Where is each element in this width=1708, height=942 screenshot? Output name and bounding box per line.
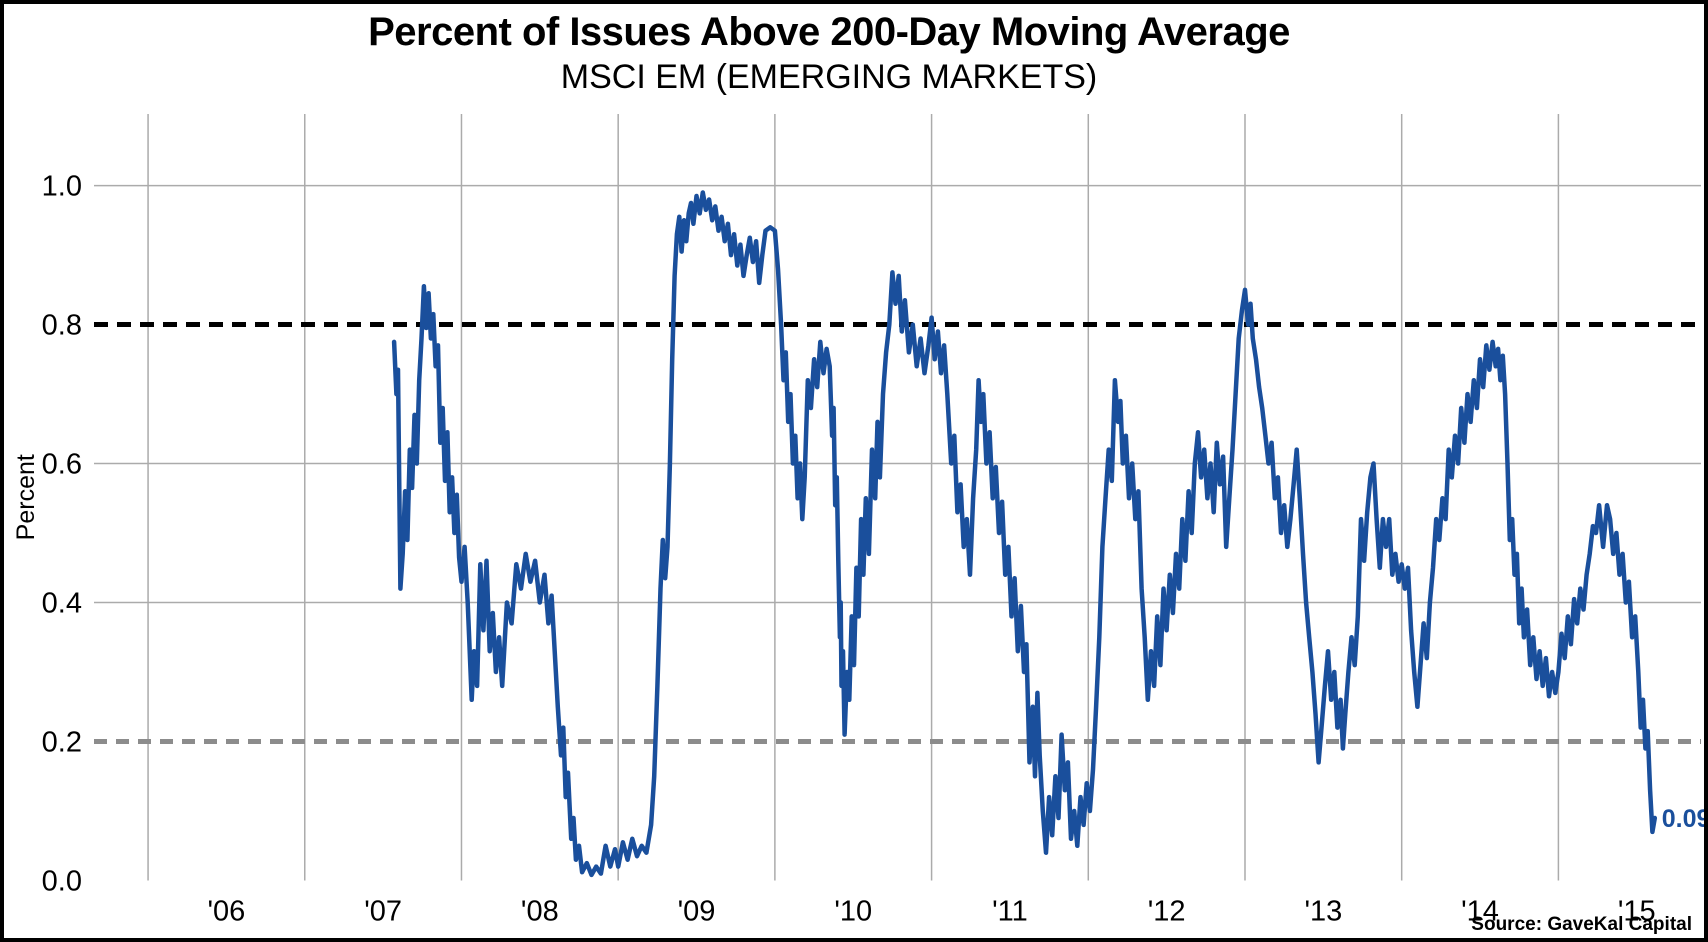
y-tick-label: 0.2 — [42, 727, 82, 759]
y-tick-label: 1.0 — [42, 171, 82, 203]
x-tick-label: '08 — [521, 896, 559, 928]
last-value-label: 0.09 — [1662, 805, 1708, 833]
x-tick-label: '07 — [364, 896, 402, 928]
y-axis-title: Percent — [12, 454, 40, 540]
y-tick-label: 0.4 — [42, 588, 82, 620]
x-tick-label: '12 — [1148, 896, 1186, 928]
x-tick-label: '15 — [1618, 896, 1656, 928]
source-credit: Source: GaveKal Capital — [1471, 914, 1692, 935]
x-tick-label: '09 — [678, 896, 716, 928]
chart-subtitle: MSCI EM (EMERGING MARKETS) — [560, 58, 1098, 96]
plot-area: 0.0 0.2 0.4 0.6 0.8 1.0 '06 '07 '08 '09 '10 '11 '12 '… — [12, 114, 1708, 928]
x-tick-label: '11 — [992, 896, 1028, 928]
x-tick-label: '06 — [208, 896, 246, 928]
chart-title: Percent of Issues Above 200-Day Moving A… — [368, 10, 1290, 54]
x-tick-label: '14 — [1461, 896, 1499, 928]
x-tick-label: '13 — [1304, 896, 1342, 928]
y-tick-label: 0.6 — [42, 449, 82, 481]
y-tick-label: 0.0 — [42, 866, 82, 898]
y-tick-label: 0.8 — [42, 310, 82, 342]
x-tick-label: '10 — [834, 896, 872, 928]
data-series-line — [391, 190, 1658, 878]
